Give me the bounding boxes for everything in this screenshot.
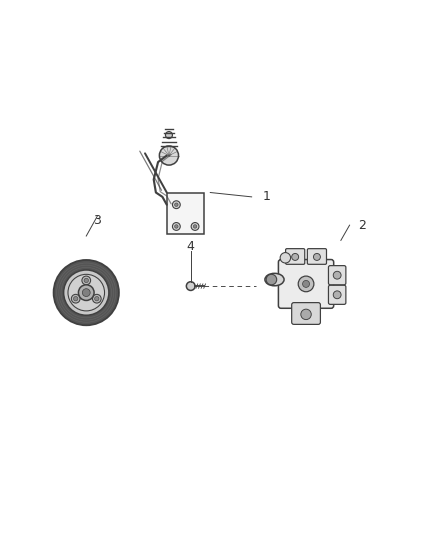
- Circle shape: [95, 296, 99, 301]
- Circle shape: [175, 225, 178, 228]
- Circle shape: [82, 289, 90, 296]
- Circle shape: [74, 296, 78, 301]
- Text: 1: 1: [262, 190, 270, 204]
- Circle shape: [314, 254, 321, 261]
- Circle shape: [292, 254, 299, 261]
- Circle shape: [173, 201, 180, 208]
- Circle shape: [68, 274, 105, 311]
- Circle shape: [166, 132, 173, 139]
- Circle shape: [193, 225, 197, 228]
- FancyBboxPatch shape: [307, 249, 326, 264]
- Circle shape: [84, 278, 88, 282]
- Circle shape: [301, 309, 311, 320]
- Circle shape: [280, 253, 290, 263]
- Circle shape: [71, 294, 80, 303]
- Circle shape: [303, 280, 310, 287]
- Circle shape: [333, 271, 341, 279]
- Circle shape: [53, 260, 119, 325]
- Circle shape: [64, 270, 109, 315]
- Circle shape: [298, 276, 314, 292]
- Text: 2: 2: [358, 219, 366, 232]
- Text: 3: 3: [93, 214, 101, 227]
- Circle shape: [191, 223, 199, 230]
- Text: 4: 4: [186, 240, 194, 253]
- Ellipse shape: [265, 273, 284, 286]
- FancyBboxPatch shape: [328, 285, 346, 304]
- Polygon shape: [167, 192, 204, 234]
- FancyBboxPatch shape: [328, 265, 346, 285]
- FancyBboxPatch shape: [286, 249, 305, 264]
- Circle shape: [173, 223, 180, 230]
- FancyBboxPatch shape: [292, 303, 321, 325]
- Circle shape: [82, 276, 91, 285]
- Circle shape: [175, 203, 178, 206]
- FancyBboxPatch shape: [279, 260, 334, 308]
- Circle shape: [266, 274, 277, 285]
- Circle shape: [92, 294, 101, 303]
- Circle shape: [78, 285, 94, 301]
- Circle shape: [159, 146, 179, 165]
- Circle shape: [333, 291, 341, 298]
- Circle shape: [186, 282, 195, 290]
